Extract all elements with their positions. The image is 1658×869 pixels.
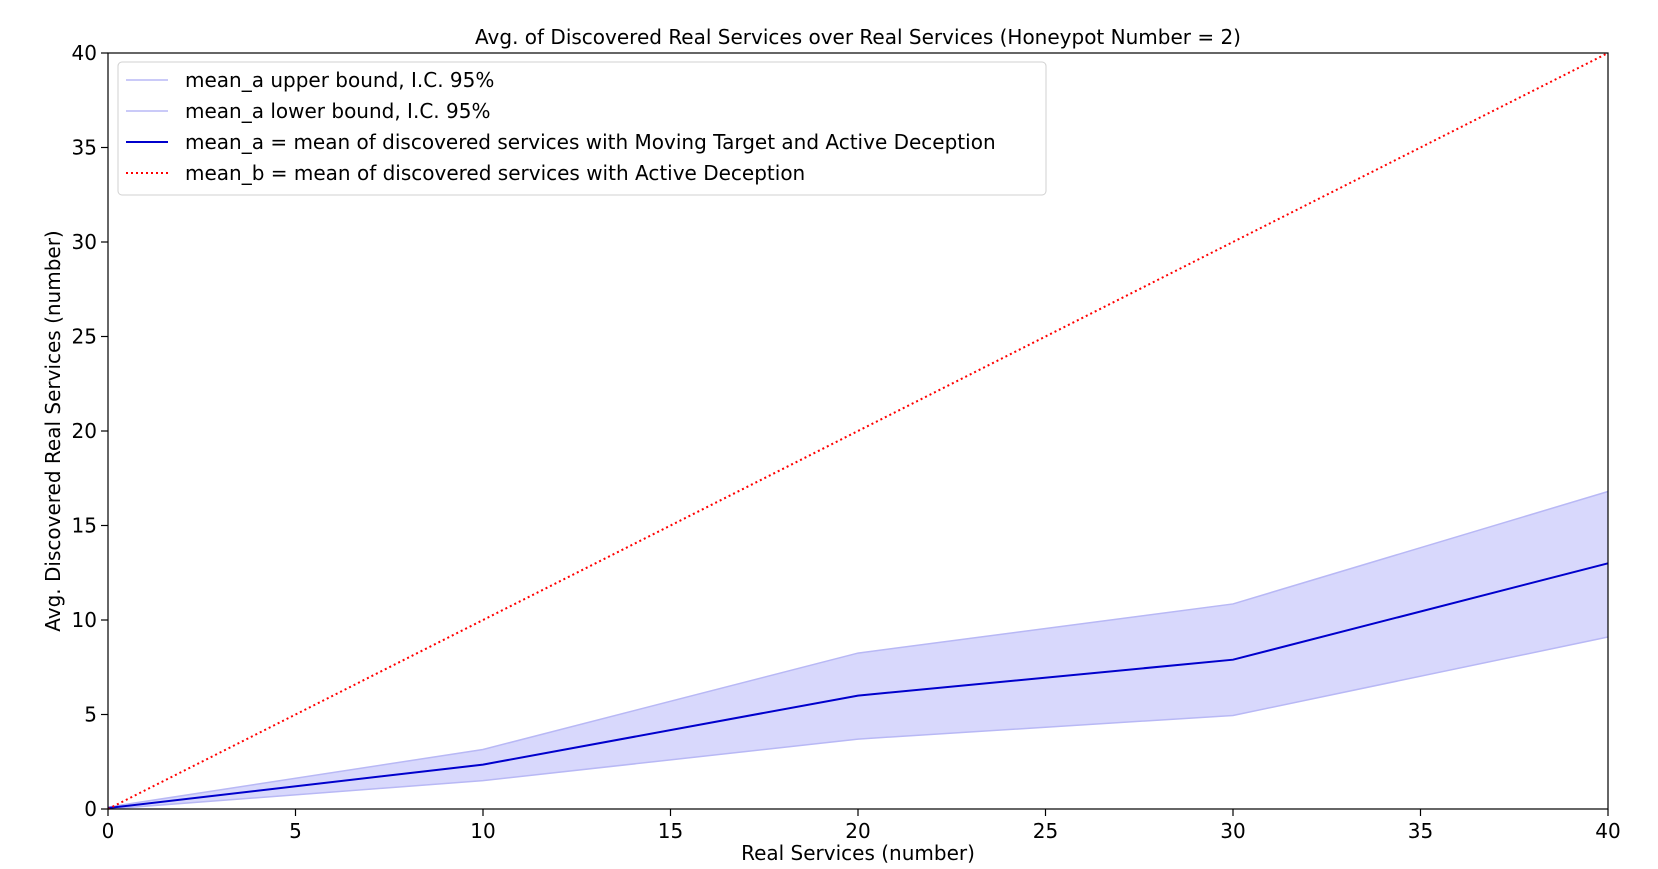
x-axis-label: Real Services (number) (741, 841, 975, 865)
y-tick-label: 15 (72, 514, 97, 538)
x-tick-label: 25 (1033, 819, 1058, 843)
x-tick-label: 35 (1408, 819, 1433, 843)
y-tick-label: 30 (72, 230, 97, 254)
y-tick-label: 10 (72, 608, 97, 632)
legend-label: mean_b = mean of discovered services wit… (185, 161, 805, 185)
x-axis-ticks: 0 5 10 15 20 25 30 35 40 (102, 809, 1621, 843)
x-tick-label: 5 (289, 819, 302, 843)
y-axis-label: Avg. Discovered Real Services (number) (41, 230, 65, 631)
chart-title: Avg. of Discovered Real Services over Re… (475, 25, 1241, 49)
y-tick-label: 35 (72, 136, 97, 160)
legend-items: mean_a upper bound, I.C. 95% mean_a lower… (126, 68, 996, 185)
series-line-2 (107, 636, 1609, 810)
x-tick-label: 10 (470, 819, 495, 843)
y-tick-label: 0 (84, 797, 97, 821)
y-tick-label: 20 (72, 419, 97, 443)
x-tick-label: 15 (658, 819, 683, 843)
x-tick-label: 40 (1595, 819, 1620, 843)
y-tick-label: 5 (84, 703, 97, 727)
series-layer (107, 52, 1609, 810)
legend-label: mean_a lower bound, I.C. 95% (185, 99, 490, 123)
legend-frame (117, 61, 1047, 196)
legend: mean_a upper bound, I.C. 95% mean_a lower… (117, 61, 1047, 196)
confidence-band-layer (108, 491, 1608, 809)
series-line-3 (107, 562, 1609, 810)
x-tick-label: 0 (102, 819, 115, 843)
confidence-band (108, 491, 1608, 809)
series-line-1 (107, 490, 1609, 808)
legend-label: mean_a = mean of discovered services wit… (185, 130, 996, 154)
y-axis-ticks: 0 5 10 15 20 25 30 35 40 (72, 41, 108, 821)
x-tick-label: 20 (845, 819, 870, 843)
x-tick-label: 30 (1220, 819, 1245, 843)
y-tick-label: 40 (72, 41, 97, 65)
legend-label: mean_a upper bound, I.C. 95% (185, 68, 494, 92)
y-tick-label: 25 (72, 325, 97, 349)
